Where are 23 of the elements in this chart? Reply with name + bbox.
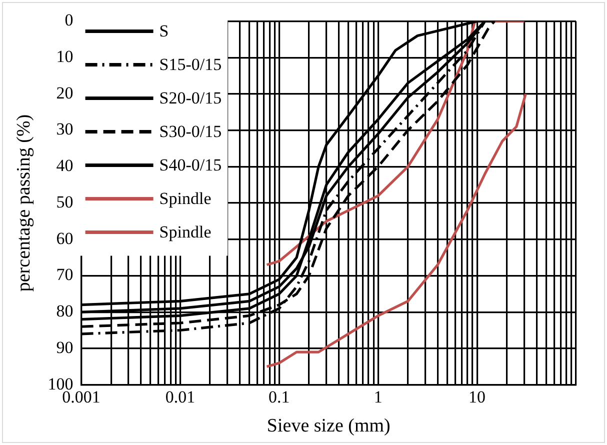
- legend-label: S20-0/15: [159, 88, 222, 108]
- y-tick-label: 60: [56, 228, 74, 248]
- legend-label: S15-0/15: [159, 55, 222, 74]
- y-tick-label: 0: [64, 10, 74, 30]
- legend-label: S30-0/15: [159, 122, 222, 142]
- y-tick-label: 90: [56, 338, 74, 357]
- legend-label: Spindle: [159, 222, 212, 242]
- y-tick-label: 70: [56, 265, 74, 284]
- x-tick-label: 0.1: [268, 387, 290, 406]
- legend-label: S: [159, 22, 169, 41]
- legend-label: S40-0/15: [159, 156, 222, 175]
- x-tick-label: 1: [374, 387, 382, 406]
- legend-label: Spindle: [159, 189, 212, 208]
- y-tick-label: 20: [56, 83, 74, 102]
- y-tick-label: 40: [56, 156, 74, 176]
- y-tick-label: 30: [56, 120, 74, 139]
- x-tick-label: 0.01: [165, 387, 196, 406]
- x-tick-label: 10: [468, 387, 486, 406]
- y-tick-label: 10: [56, 47, 74, 66]
- y-axis-title: percentage passing (%): [13, 114, 34, 292]
- y-tick-label: 80: [56, 302, 74, 321]
- y-tick-label: 50: [56, 192, 74, 212]
- x-axis-title: Sieve size (mm): [266, 416, 390, 437]
